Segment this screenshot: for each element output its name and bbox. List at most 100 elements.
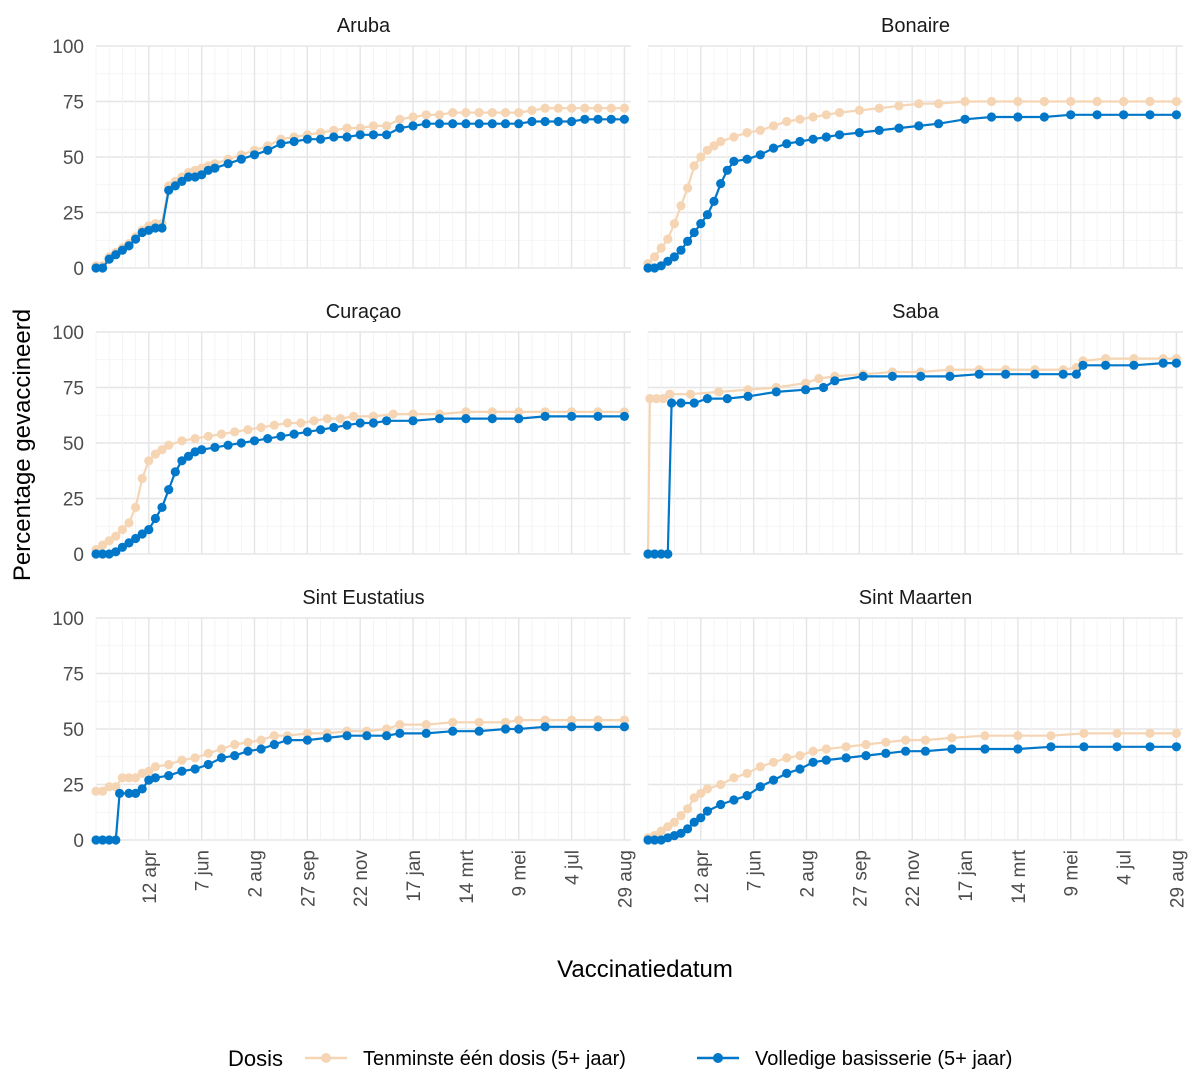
data-point <box>1119 96 1129 107</box>
x-tick-label: 17 jan <box>956 850 977 902</box>
data-point <box>580 114 590 124</box>
data-point <box>98 263 108 273</box>
data-point <box>553 116 563 127</box>
data-point <box>702 394 713 404</box>
data-point <box>91 549 101 559</box>
data-point <box>177 766 187 776</box>
facet-panel-3: Saba <box>643 301 1183 559</box>
data-point <box>395 728 405 739</box>
data-point <box>98 549 108 559</box>
data-point <box>527 116 537 127</box>
data-point <box>1092 96 1102 107</box>
data-point <box>619 103 630 113</box>
data-point <box>567 103 577 113</box>
data-point <box>230 751 240 761</box>
data-point <box>689 227 699 238</box>
data-point <box>434 119 445 129</box>
data-point <box>487 108 497 118</box>
data-point <box>1013 731 1023 741</box>
data-point <box>768 143 779 153</box>
data-point <box>1013 112 1023 122</box>
data-point <box>782 753 792 763</box>
data-point <box>663 549 673 559</box>
data-point <box>115 788 125 799</box>
data-point <box>920 735 931 745</box>
data-point <box>656 549 666 559</box>
data-point <box>914 99 924 109</box>
data-point <box>841 742 851 752</box>
data-point <box>1171 728 1181 739</box>
data-point <box>945 371 955 381</box>
data-point <box>665 389 675 399</box>
data-point <box>289 429 299 439</box>
data-point <box>164 485 174 495</box>
data-point <box>282 418 293 428</box>
data-point <box>408 409 418 419</box>
legend-title: Dosis <box>228 1046 283 1071</box>
series-1 <box>643 742 1181 845</box>
data-point <box>243 737 253 747</box>
data-point <box>210 163 220 173</box>
data-point <box>243 746 253 756</box>
data-point <box>177 755 187 765</box>
data-point <box>650 835 660 845</box>
y-tick-label: 0 <box>73 259 84 280</box>
data-point <box>256 422 266 433</box>
data-point <box>302 427 312 437</box>
data-point <box>689 793 699 803</box>
data-point <box>656 243 666 253</box>
data-point <box>782 139 792 149</box>
data-point <box>714 387 724 397</box>
data-point <box>269 731 279 741</box>
data-point <box>322 733 332 743</box>
data-point <box>329 125 339 135</box>
data-point <box>487 414 497 424</box>
data-point <box>1013 96 1023 107</box>
data-point <box>395 123 405 133</box>
facet-panel-1: Bonaire <box>643 15 1183 273</box>
data-point <box>368 418 378 428</box>
data-point <box>408 112 418 122</box>
data-point <box>256 744 266 754</box>
data-point <box>190 434 200 444</box>
data-point <box>742 791 752 801</box>
data-point <box>1112 742 1122 752</box>
data-point <box>593 114 603 124</box>
data-point <box>368 121 378 131</box>
data-point <box>150 223 160 233</box>
data-point <box>514 407 524 417</box>
series-1 <box>91 722 630 845</box>
data-point <box>1013 744 1023 754</box>
data-point <box>514 119 524 129</box>
legend-label: Volledige basisserie (5+ jaar) <box>755 1048 1012 1070</box>
data-point <box>821 744 831 754</box>
data-point <box>269 420 279 430</box>
data-point <box>689 398 699 408</box>
facet-title: Sint Maarten <box>859 587 972 609</box>
data-point <box>755 762 765 772</box>
data-point <box>722 394 732 404</box>
series-line <box>648 362 1177 556</box>
data-point <box>742 154 752 164</box>
data-point <box>500 108 511 118</box>
data-point <box>593 103 603 113</box>
data-point <box>170 467 180 477</box>
data-point <box>683 804 693 814</box>
data-point <box>269 739 279 750</box>
data-point <box>514 414 524 424</box>
y-tick-label: 100 <box>52 323 84 344</box>
data-point <box>137 473 147 484</box>
data-point <box>709 141 719 151</box>
data-point <box>1112 728 1122 739</box>
data-point <box>474 717 484 727</box>
data-point <box>916 371 926 381</box>
data-point <box>696 788 706 799</box>
series-1 <box>91 114 630 273</box>
data-point <box>1079 742 1089 752</box>
data-point <box>986 96 997 107</box>
data-point <box>945 365 955 375</box>
data-point <box>1101 354 1111 364</box>
data-point <box>814 374 824 384</box>
data-point <box>934 119 944 129</box>
data-point <box>302 134 312 144</box>
